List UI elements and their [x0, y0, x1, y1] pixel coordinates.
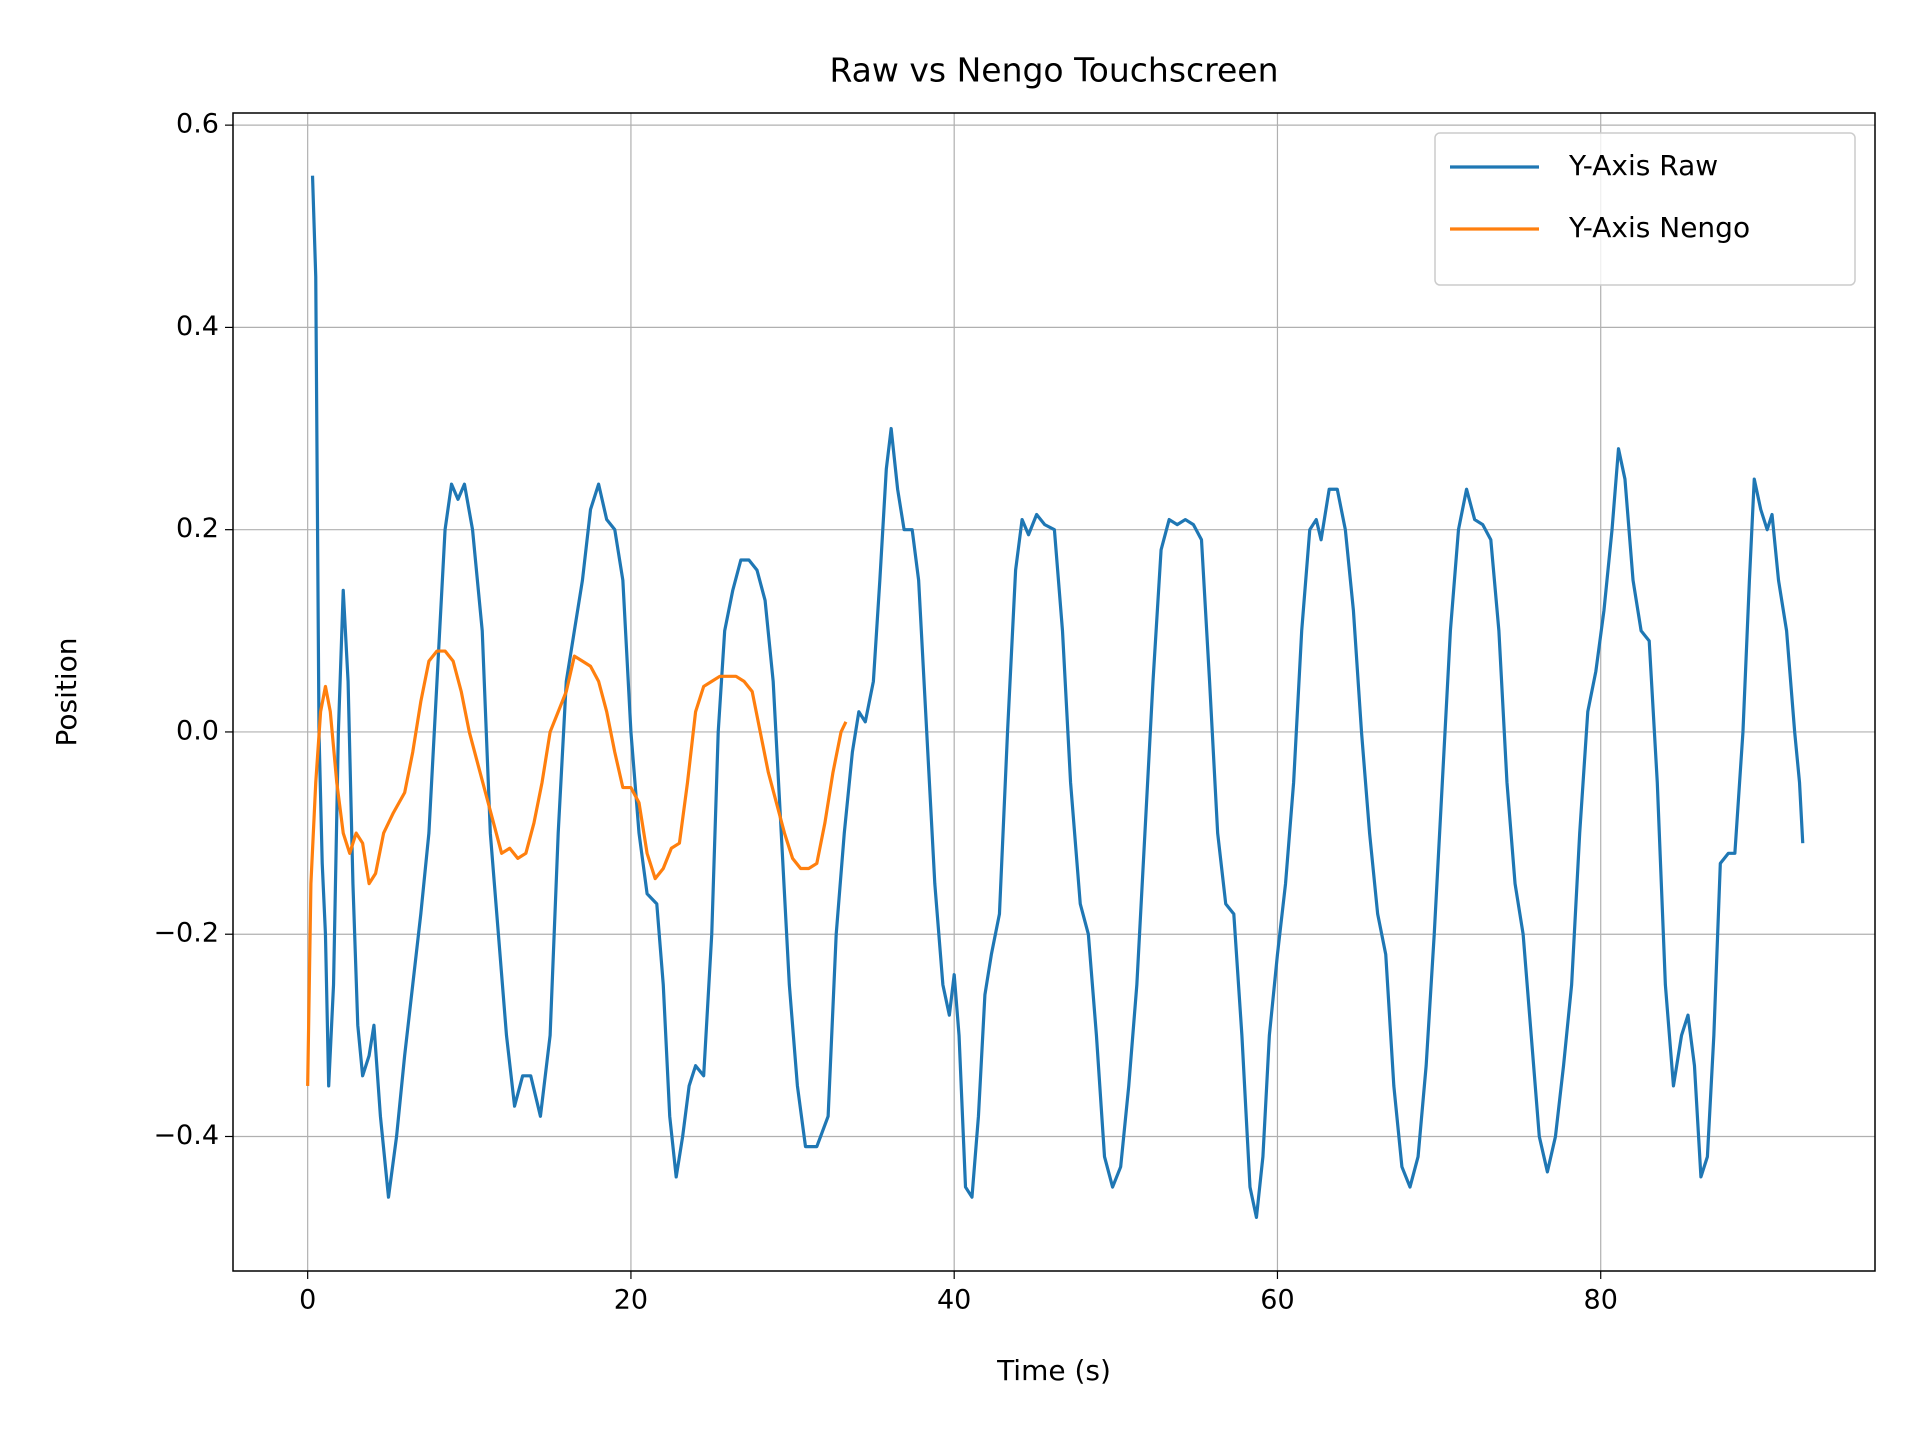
- y-axis-label: Position: [50, 637, 83, 746]
- x-tick-label: 80: [1584, 1285, 1618, 1316]
- x-tick-label: 20: [614, 1285, 648, 1316]
- y-tick-label: 0.0: [176, 715, 219, 746]
- chart-title: Raw vs Nengo Touchscreen: [829, 51, 1278, 90]
- x-tick-label: 40: [937, 1285, 971, 1316]
- y-tick-label: 0.6: [176, 109, 219, 140]
- y-tick-label: −0.2: [153, 918, 219, 949]
- x-tick-label: 0: [299, 1285, 316, 1316]
- legend-box: [1434, 132, 1856, 286]
- legend-label: Y-Axis Nengo: [1568, 211, 1750, 244]
- data-line: [306, 649, 848, 1086]
- y-tick-label: 0.4: [176, 311, 219, 342]
- y-tick-label: −0.4: [153, 1120, 219, 1151]
- data-line: [310, 175, 1805, 1219]
- y-tick-label: 0.2: [176, 513, 219, 544]
- legend-label: Y-Axis Raw: [1568, 149, 1718, 182]
- x-axis-label: Time (s): [996, 1354, 1111, 1387]
- x-tick-label: 60: [1260, 1285, 1294, 1316]
- legend: Y-Axis Raw Y-Axis Nengo: [1434, 132, 1856, 286]
- plot-frame: [232, 112, 1876, 1272]
